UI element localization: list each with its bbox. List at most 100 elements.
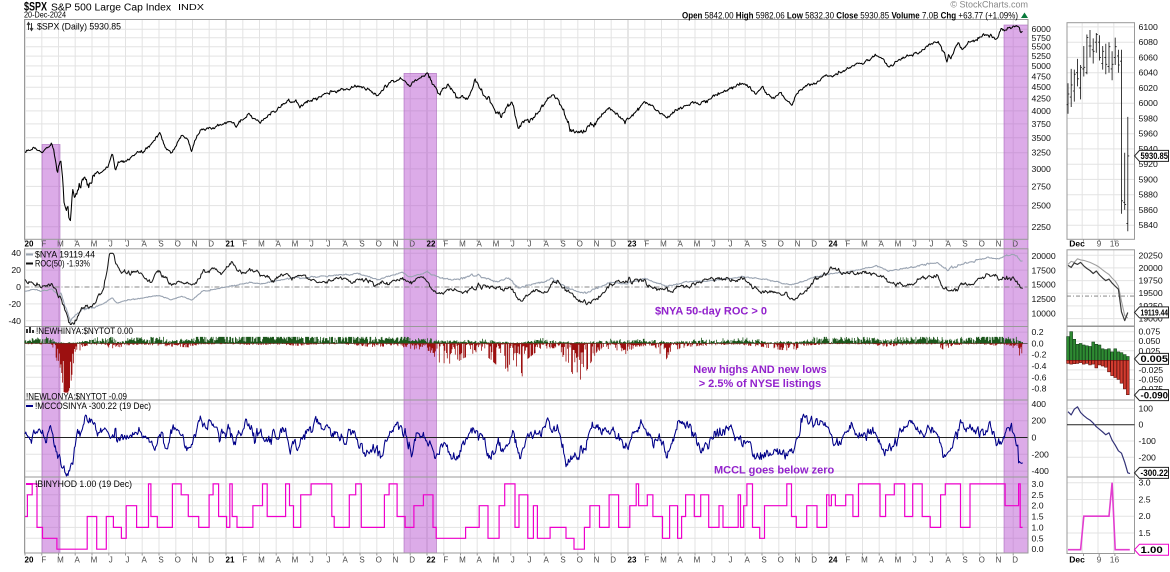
svg-text:N: N bbox=[996, 240, 1002, 249]
svg-text:-0.025: -0.025 bbox=[1139, 365, 1164, 375]
svg-text:M: M bbox=[493, 556, 500, 565]
svg-text:-0.8: -0.8 bbox=[1032, 384, 1047, 394]
svg-text:-200: -200 bbox=[1032, 449, 1050, 459]
svg-text:19000: 19000 bbox=[1139, 314, 1163, 324]
svg-text:D: D bbox=[208, 556, 214, 565]
svg-text:N: N bbox=[594, 556, 600, 565]
svg-text:24: 24 bbox=[829, 240, 838, 249]
svg-text:M: M bbox=[895, 556, 902, 565]
svg-text:F: F bbox=[845, 556, 850, 565]
svg-text:-100: -100 bbox=[1139, 436, 1157, 446]
svg-text:-0.075: -0.075 bbox=[1139, 384, 1164, 394]
svg-text:A: A bbox=[879, 556, 885, 565]
svg-text:F: F bbox=[443, 556, 448, 565]
svg-text:S: S bbox=[761, 240, 766, 249]
svg-text:A: A bbox=[276, 240, 282, 249]
svg-text:A: A bbox=[477, 556, 483, 565]
svg-text:-400: -400 bbox=[1032, 466, 1050, 476]
svg-text:4000: 4000 bbox=[1032, 106, 1051, 116]
svg-text:N: N bbox=[795, 240, 801, 249]
svg-text:D: D bbox=[1012, 240, 1018, 249]
svg-text:5840: 5840 bbox=[1139, 220, 1158, 230]
svg-text:$NYA 50-day ROC > 0: $NYA 50-day ROC > 0 bbox=[655, 306, 767, 318]
svg-text:S: S bbox=[158, 556, 163, 565]
svg-text:-0.4: -0.4 bbox=[1032, 361, 1047, 371]
svg-text:1.5: 1.5 bbox=[1139, 528, 1151, 538]
svg-text:S: S bbox=[158, 240, 163, 249]
svg-text:D: D bbox=[811, 240, 817, 249]
svg-text:17500: 17500 bbox=[1032, 265, 1056, 275]
svg-text:A: A bbox=[477, 240, 483, 249]
svg-text:N: N bbox=[393, 556, 399, 565]
svg-text:24: 24 bbox=[829, 556, 838, 565]
svg-text:M: M bbox=[91, 556, 98, 565]
svg-text:A: A bbox=[745, 556, 751, 565]
svg-text:D: D bbox=[1012, 556, 1018, 565]
svg-text:INDX: INDX bbox=[178, 3, 205, 12]
svg-text:6000: 6000 bbox=[1139, 98, 1158, 108]
svg-text:M: M bbox=[292, 240, 299, 249]
svg-text:D: D bbox=[610, 240, 616, 249]
svg-text:O: O bbox=[175, 556, 181, 565]
svg-text:0.0: 0.0 bbox=[1032, 338, 1044, 348]
svg-text:21: 21 bbox=[226, 240, 235, 249]
svg-text:M: M bbox=[459, 240, 466, 249]
svg-text:S: S bbox=[761, 556, 766, 565]
svg-text:6100: 6100 bbox=[1139, 22, 1158, 32]
svg-text:100: 100 bbox=[1139, 403, 1154, 413]
svg-text:16: 16 bbox=[1110, 239, 1120, 249]
svg-text:A: A bbox=[75, 240, 81, 249]
svg-text:!BINYHOD 1.00 (19 Dec): !BINYHOD 1.00 (19 Dec) bbox=[35, 479, 132, 489]
svg-text:5860: 5860 bbox=[1139, 205, 1158, 215]
svg-text:J: J bbox=[109, 556, 113, 565]
svg-text:40: 40 bbox=[11, 248, 21, 258]
svg-text:J: J bbox=[126, 240, 130, 249]
svg-text:D: D bbox=[208, 240, 214, 249]
svg-text:!NEWHINYA:$NYTOT 0.00: !NEWHINYA:$NYTOT 0.00 bbox=[36, 326, 133, 336]
svg-text:!NEWLONYA:$NYTOT -0.09: !NEWLONYA:$NYTOT -0.09 bbox=[26, 392, 127, 402]
svg-text:MCCL goes below zero: MCCL goes below zero bbox=[714, 465, 834, 477]
svg-text:9: 9 bbox=[1097, 555, 1102, 565]
svg-text:5250: 5250 bbox=[1032, 51, 1051, 61]
svg-text:J: J bbox=[310, 556, 314, 565]
svg-text:3250: 3250 bbox=[1032, 148, 1051, 158]
svg-text:O: O bbox=[778, 240, 784, 249]
svg-text:400: 400 bbox=[1032, 399, 1047, 409]
svg-text:S: S bbox=[962, 240, 967, 249]
svg-text:J: J bbox=[729, 556, 733, 565]
svg-text:0: 0 bbox=[1139, 420, 1144, 430]
svg-text:-0.6: -0.6 bbox=[1032, 372, 1047, 382]
svg-text:Dec: Dec bbox=[1069, 239, 1085, 249]
svg-text:J: J bbox=[327, 240, 331, 249]
svg-text:F: F bbox=[443, 240, 448, 249]
svg-text:S: S bbox=[560, 240, 565, 249]
svg-text:S&P 500 Large Cap Index: S&P 500 Large Cap Index bbox=[51, 3, 171, 14]
svg-text:F: F bbox=[644, 240, 649, 249]
svg-text:0.0: 0.0 bbox=[1032, 544, 1044, 554]
svg-text:F: F bbox=[644, 556, 649, 565]
svg-text:20: 20 bbox=[25, 556, 34, 565]
svg-text:4500: 4500 bbox=[1032, 82, 1051, 92]
svg-text:2250: 2250 bbox=[1032, 222, 1051, 232]
svg-text:A: A bbox=[142, 240, 148, 249]
svg-text:Open 5842.00 High 5982.06 Low: Open 5842.00 High 5982.06 Low 5832.30 Cl… bbox=[682, 10, 1018, 21]
svg-text:J: J bbox=[528, 556, 532, 565]
svg-text:$NYA 19119.44: $NYA 19119.44 bbox=[35, 250, 95, 260]
svg-text:O: O bbox=[376, 240, 382, 249]
svg-text:J: J bbox=[511, 240, 515, 249]
svg-text:-0.090: -0.090 bbox=[1141, 390, 1169, 400]
svg-text:S: S bbox=[560, 556, 565, 565]
svg-text:12500: 12500 bbox=[1032, 294, 1056, 304]
svg-text:A: A bbox=[142, 556, 148, 565]
svg-text:21: 21 bbox=[226, 556, 235, 565]
svg-text:2.0: 2.0 bbox=[1032, 501, 1044, 511]
svg-text:O: O bbox=[175, 240, 181, 249]
svg-text:20000: 20000 bbox=[1032, 251, 1056, 261]
svg-text:M: M bbox=[459, 556, 466, 565]
svg-text:M: M bbox=[57, 556, 64, 565]
svg-text:20: 20 bbox=[11, 265, 21, 275]
svg-text:1.5: 1.5 bbox=[1032, 512, 1044, 522]
svg-text:A: A bbox=[678, 556, 684, 565]
svg-text:22: 22 bbox=[427, 556, 436, 565]
svg-text:M: M bbox=[861, 556, 868, 565]
